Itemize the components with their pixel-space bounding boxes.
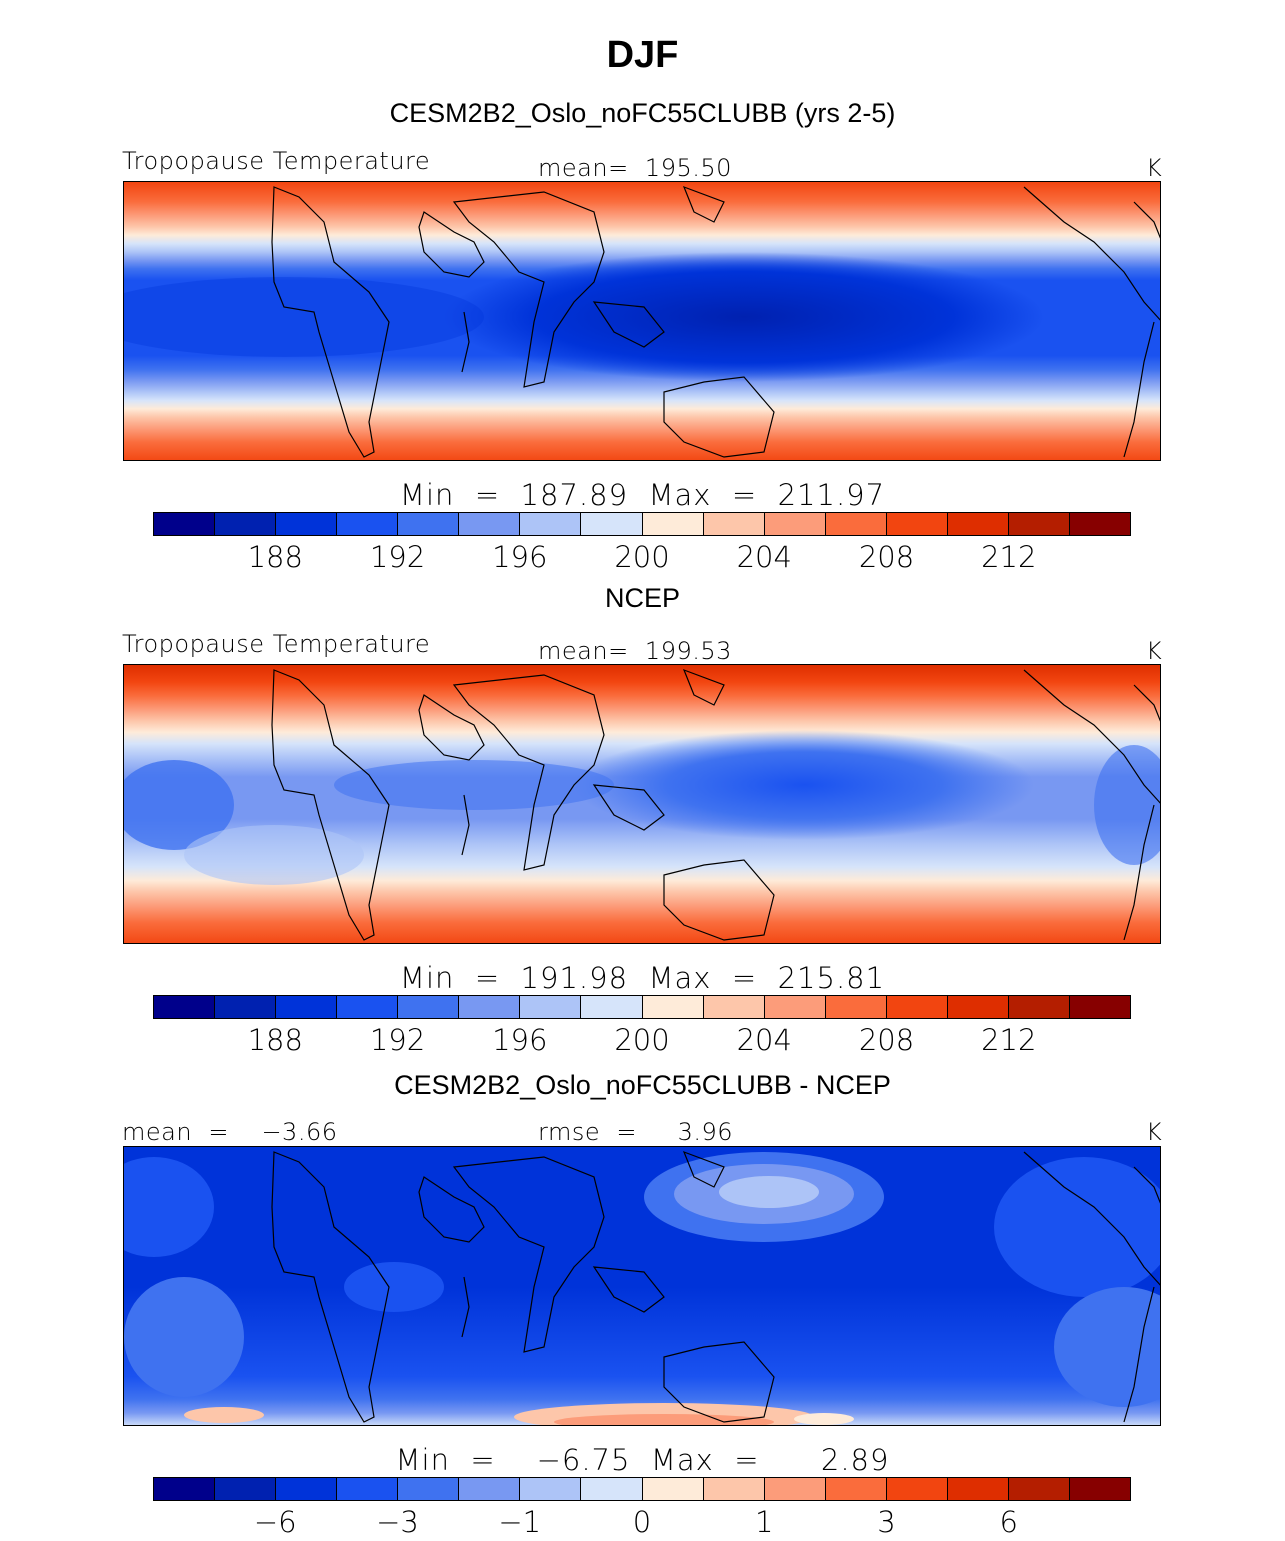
colorbar-tick-label: 188 [247,540,303,574]
colorbar-swatch [703,1478,765,1500]
colorbar-swatch [886,513,948,535]
colorbar-tick-label: 188 [247,1023,303,1057]
colorbar-tick-label: −3 [376,1505,419,1539]
panel-2-variable-label: Tropopause Temperature [122,630,431,658]
colorbar-tick-label: 196 [492,540,548,574]
colorbar-swatch [520,513,582,535]
figure-title: DJF [606,34,679,76]
colorbar-tick-label: 6 [999,1505,1018,1539]
panel-2-units-label: K [1146,637,1163,665]
colorbar-tick-label: 3 [877,1505,896,1539]
colorbar-tick-label: 212 [981,540,1037,574]
colorbar-tick-label: 212 [981,1023,1037,1057]
panel-3-rmse-label: rmse = 3.96 [538,1118,734,1146]
colorbar-tick-label: −1 [498,1505,542,1539]
panel-1-colorbar [153,512,1131,536]
colorbar-swatch [1069,513,1130,535]
colorbar-swatch [154,996,216,1018]
panel-1-min-max: Min = 187.89 Max = 211.97 [399,478,886,512]
colorbar-swatch [337,1478,399,1500]
colorbar-swatch [764,996,826,1018]
panel-3-mean-label: mean = −3.66 [122,1118,338,1146]
colorbar-swatch [459,1478,521,1500]
colorbar-swatch [398,996,460,1018]
colorbar-tick-label: −6 [253,1505,297,1539]
colorbar-swatch [1069,1478,1130,1500]
panel-1-mean-label: mean= 195.50 [538,154,732,182]
colorbar-swatch [642,1478,704,1500]
panel-3-min-max: Min = −6.75 Max = 2.89 [395,1443,890,1477]
colorbar-swatch [642,513,704,535]
panel-1-units-label: K [1146,154,1163,182]
colorbar-swatch [825,1478,887,1500]
panel-3-map [123,1146,1161,1426]
colorbar-tick-label: 200 [614,540,670,574]
colorbar-swatch [276,513,338,535]
panel-3-contour-field [124,1147,1160,1425]
colorbar-swatch [886,1478,948,1500]
colorbar-swatch [215,1478,277,1500]
colorbar-tick-label: 192 [369,540,426,574]
panel-2-min-max: Min = 191.98 Max = 215.81 [399,961,886,995]
colorbar-swatch [642,996,704,1018]
colorbar-swatch [1008,996,1070,1018]
colorbar-swatch [825,996,887,1018]
colorbar-swatch [520,996,582,1018]
colorbar-swatch [886,996,948,1018]
colorbar-swatch [215,513,277,535]
panel-3-units-label: K [1146,1118,1163,1146]
colorbar-swatch [1008,513,1070,535]
colorbar-swatch [947,996,1009,1018]
colorbar-tick-label: 0 [632,1505,652,1539]
colorbar-swatch [1008,1478,1070,1500]
colorbar-tick-label: 196 [492,1023,548,1057]
panel-1-variable-label: Tropopause Temperature [122,147,431,175]
colorbar-tick-label: 204 [736,1023,792,1057]
colorbar-swatch [825,513,887,535]
panel-3-colorbar-ticks: −6 −3 −1 0 1 3 6 [0,1505,1285,1541]
colorbar-swatch [276,996,338,1018]
panel-2-contour-field [124,665,1160,943]
colorbar-swatch [1069,996,1130,1018]
colorbar-swatch [459,996,521,1018]
panel-2-colorbar-ticks: 188 192 196 200 204 208 212 [0,1023,1285,1059]
colorbar-swatch [764,1478,826,1500]
colorbar-swatch [215,996,277,1018]
colorbar-swatch [581,513,643,535]
panel-1-contour-field [124,182,1160,460]
colorbar-tick-label: 204 [736,540,792,574]
colorbar-swatch [337,996,399,1018]
colorbar-swatch [581,1478,643,1500]
colorbar-swatch [581,996,643,1018]
colorbar-swatch [398,513,460,535]
panel-2-map [123,664,1161,944]
panel-3-title: CESM2B2_Oslo_noFC55CLUBB - NCEP [394,1070,891,1100]
colorbar-swatch [947,513,1009,535]
panel-2-colorbar [153,995,1131,1019]
panel-3-colorbar [153,1477,1131,1501]
colorbar-swatch [337,513,399,535]
panel-1-title: CESM2B2_Oslo_noFC55CLUBB (yrs 2-5) [389,98,896,128]
colorbar-swatch [703,513,765,535]
colorbar-swatch [947,1478,1009,1500]
colorbar-swatch [520,1478,582,1500]
colorbar-tick-label: 208 [858,1023,915,1057]
colorbar-tick-label: 1 [755,1505,774,1539]
colorbar-swatch [154,513,216,535]
colorbar-swatch [276,1478,338,1500]
colorbar-tick-label: 200 [614,1023,670,1057]
colorbar-tick-label: 192 [369,1023,426,1057]
panel-2-mean-label: mean= 199.53 [538,637,732,665]
colorbar-swatch [154,1478,216,1500]
colorbar-swatch [703,996,765,1018]
panel-2-title: NCEP [604,583,680,613]
colorbar-tick-label: 208 [858,540,915,574]
panel-1-map [123,181,1161,461]
colorbar-swatch [398,1478,460,1500]
colorbar-swatch [764,513,826,535]
panel-1-colorbar-ticks: 188 192 196 200 204 208 212 [0,540,1285,576]
colorbar-swatch [459,513,521,535]
